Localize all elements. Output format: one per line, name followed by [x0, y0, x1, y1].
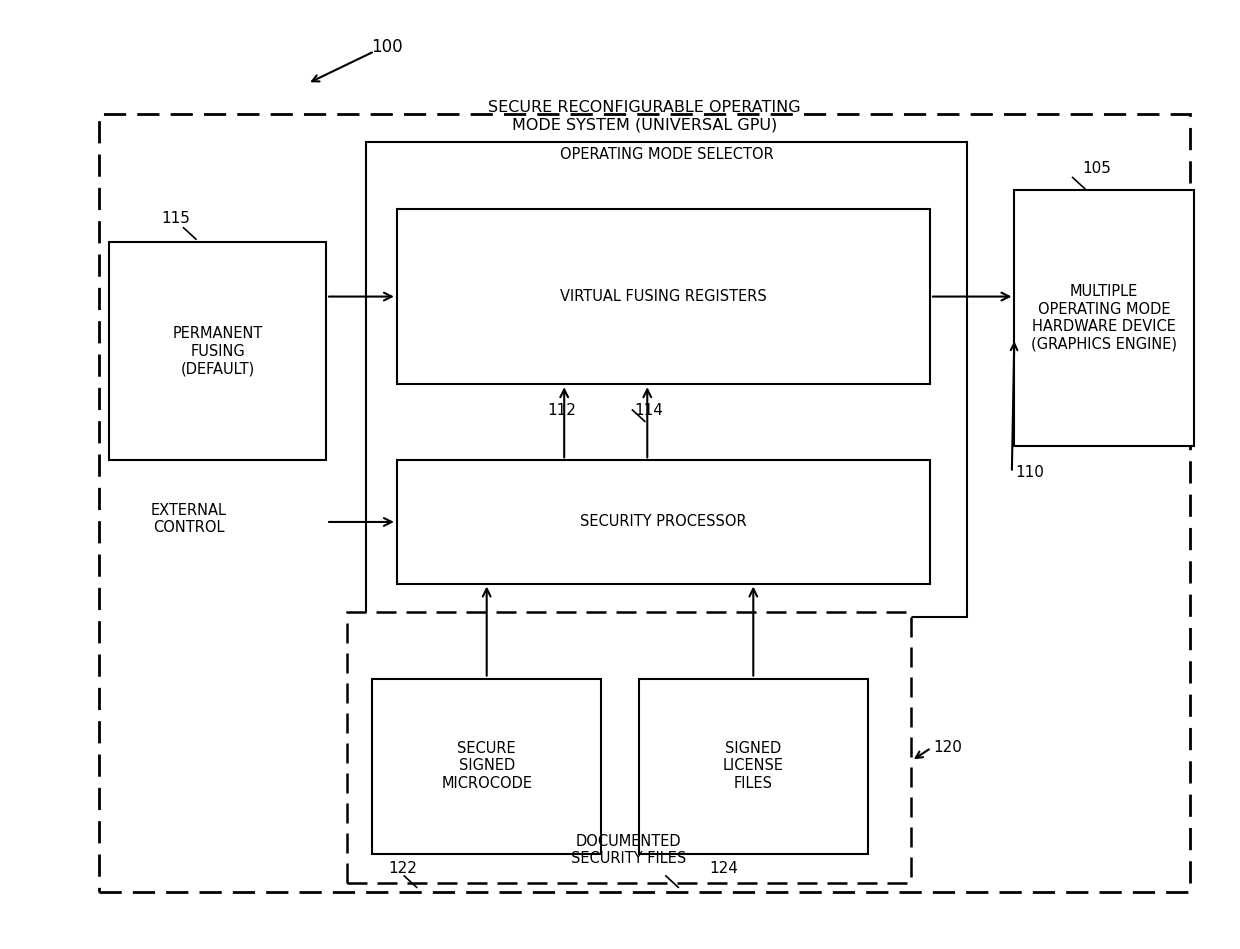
Text: 110: 110	[1016, 465, 1044, 480]
Text: PERMANENT
FUSING
(DEFAULT): PERMANENT FUSING (DEFAULT)	[172, 326, 263, 376]
Bar	[397, 460, 930, 584]
Text: DOCUMENTED
SECURITY FILES: DOCUMENTED SECURITY FILES	[572, 834, 686, 866]
Text: 114: 114	[634, 402, 663, 418]
Text: OPERATING MODE SELECTOR: OPERATING MODE SELECTOR	[560, 147, 774, 162]
Text: 100: 100	[371, 38, 403, 56]
Text: 124: 124	[709, 861, 738, 876]
Bar	[1014, 190, 1194, 446]
Bar	[397, 209, 930, 384]
Bar	[366, 142, 967, 617]
Bar	[372, 679, 601, 854]
Text: SECURITY PROCESSOR: SECURITY PROCESSOR	[580, 514, 746, 530]
Text: 105: 105	[1083, 160, 1111, 176]
Text: 120: 120	[934, 740, 962, 755]
Text: SIGNED
LICENSE
FILES: SIGNED LICENSE FILES	[723, 741, 784, 791]
Text: 122: 122	[388, 861, 417, 876]
Bar	[109, 242, 326, 460]
Bar	[99, 114, 1190, 892]
Text: MULTIPLE
OPERATING MODE
HARDWARE DEVICE
(GRAPHICS ENGINE): MULTIPLE OPERATING MODE HARDWARE DEVICE …	[1032, 285, 1177, 351]
Text: EXTERNAL
CONTROL: EXTERNAL CONTROL	[150, 503, 227, 535]
Text: 112: 112	[547, 402, 577, 418]
Bar	[347, 612, 911, 883]
Text: VIRTUAL FUSING REGISTERS: VIRTUAL FUSING REGISTERS	[560, 288, 766, 304]
Bar	[639, 679, 868, 854]
Text: SECURE
SIGNED
MICROCODE: SECURE SIGNED MICROCODE	[441, 741, 532, 791]
Text: SECURE RECONFIGURABLE OPERATING
MODE SYSTEM (UNIVERSAL GPU): SECURE RECONFIGURABLE OPERATING MODE SYS…	[489, 100, 801, 132]
Text: 115: 115	[161, 211, 190, 226]
